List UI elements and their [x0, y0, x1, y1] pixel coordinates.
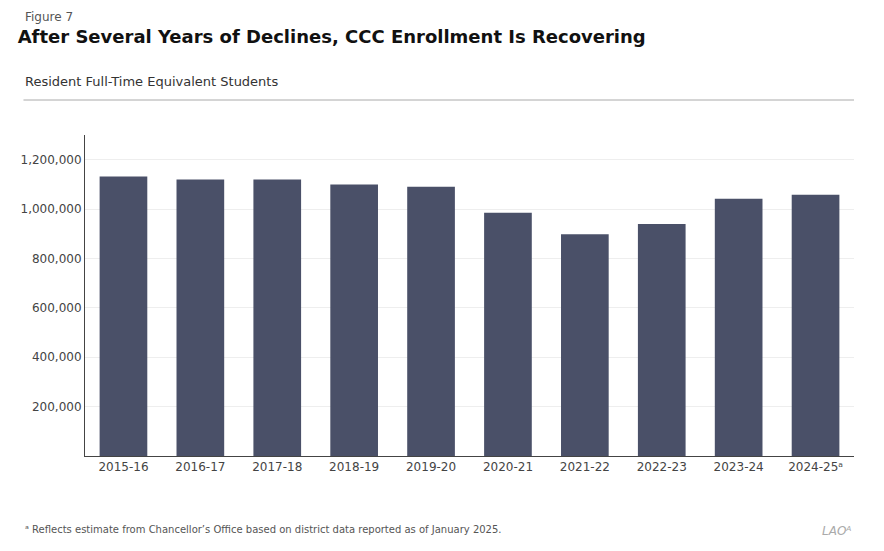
svg-text:2024-25ᵃ: 2024-25ᵃ: [788, 460, 843, 474]
svg-text:2021-22: 2021-22: [560, 460, 610, 474]
svg-text:1,200,000: 1,200,000: [21, 153, 82, 167]
svg-text:2019-20: 2019-20: [406, 460, 456, 474]
svg-text:After Several Years of Decline: After Several Years of Declines, CCC Enr…: [18, 26, 646, 47]
svg-text:2015-16: 2015-16: [98, 460, 148, 474]
svg-text:Resident Full-Time Equivalent: Resident Full-Time Equivalent Students: [25, 74, 278, 89]
svg-text:2020-21: 2020-21: [483, 460, 533, 474]
svg-text:2016-17: 2016-17: [175, 460, 225, 474]
svg-text:800,000: 800,000: [32, 252, 82, 266]
svg-text:200,000: 200,000: [32, 400, 82, 414]
svg-text:400,000: 400,000: [32, 350, 82, 364]
svg-text:2022-23: 2022-23: [637, 460, 687, 474]
svg-text:2017-18: 2017-18: [252, 460, 302, 474]
svg-text:2018-19: 2018-19: [329, 460, 379, 474]
svg-text:ᵃ Reflects estimate from Chanc: ᵃ Reflects estimate from Chancellor’s Of…: [25, 524, 502, 535]
svg-text:LAOᴬ: LAOᴬ: [822, 524, 852, 538]
svg-text:1,000,000: 1,000,000: [21, 202, 82, 216]
svg-text:Figure 7: Figure 7: [25, 10, 73, 24]
svg-text:600,000: 600,000: [32, 301, 82, 315]
svg-text:2023-24: 2023-24: [714, 460, 764, 474]
